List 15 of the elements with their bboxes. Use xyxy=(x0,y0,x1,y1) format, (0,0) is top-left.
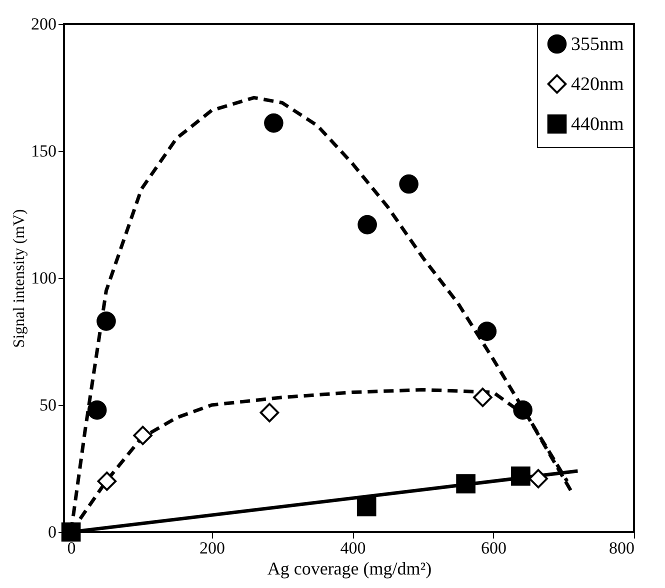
x-tick-label: 0 xyxy=(67,538,76,558)
y-tick-label: 0 xyxy=(48,522,56,542)
legend-label: 440nm xyxy=(571,114,624,135)
x-axis-title: Ag coverage (mg/dm²) xyxy=(267,558,432,578)
y-tick-label: 50 xyxy=(40,396,56,414)
y-tick-label: 150 xyxy=(31,142,56,160)
y-axis-title: Signal intensity (mV) xyxy=(11,209,28,348)
legend-label: 420nm xyxy=(571,74,624,95)
legend-label: 355nm xyxy=(571,34,624,55)
y-tick-label: 200 xyxy=(31,14,56,34)
x-tick-label: 200 xyxy=(200,538,226,558)
x-tick-label: 400 xyxy=(340,538,366,558)
x-tick-label: 800 xyxy=(609,538,634,558)
y-tick-label: 100 xyxy=(31,268,56,288)
x-tick-label: 600 xyxy=(481,538,507,558)
